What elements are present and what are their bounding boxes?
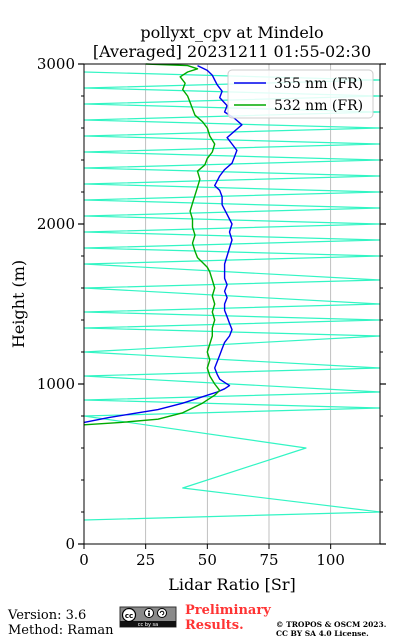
version-text: Version: 3.6 — [7, 608, 86, 623]
x-tick-label: 0 — [79, 551, 89, 569]
series-layer — [83, 63, 381, 521]
x-tick-label: 75 — [259, 551, 278, 569]
legend-label-532: 532 nm (FR) — [274, 98, 363, 114]
legend-label-355: 355 nm (FR) — [274, 76, 363, 92]
legend-box — [227, 69, 374, 119]
x-axis-label: Lidar Ratio [Sr] — [168, 575, 296, 594]
y-tick-label: 2000 — [37, 215, 75, 233]
x-tick-label: 100 — [316, 551, 345, 569]
preliminary-line2: Results. — [185, 618, 244, 633]
x-tick-label: 25 — [136, 551, 155, 569]
method-text: Method: Raman — [8, 623, 114, 638]
cc-license-badge: cc cc by sa — [119, 606, 177, 628]
grid-lines — [145, 64, 332, 544]
cc-icon — [121, 607, 137, 623]
y-axis-label: Height (m) — [9, 260, 28, 348]
y-tick-label: 0 — [65, 535, 75, 553]
legend: 355 nm (FR) 532 nm (FR) — [227, 69, 374, 119]
plot-frame — [83, 63, 381, 545]
series-line-2 — [83, 71, 381, 521]
share-alike-icon — [157, 608, 167, 618]
copyright-line2: CC BY SA 4.0 License. — [276, 629, 369, 638]
y-tick-label: 1000 — [37, 375, 75, 393]
series-line-1 — [83, 63, 221, 426]
copyright-line1: © TROPOS & OSCM 2023. — [276, 620, 386, 629]
x-tick-label: 50 — [198, 551, 217, 569]
y-tick-label: 3000 — [37, 55, 75, 73]
chart-title-line1: pollyxt_cpv at Mindelo — [140, 23, 323, 42]
cc-badge-text: cc by sa — [138, 622, 158, 628]
series-line-0 — [83, 64, 243, 424]
preliminary-line1: Preliminary — [185, 603, 271, 618]
chart-title-line2: [Averaged] 20231211 01:55-02:30 — [93, 42, 371, 61]
svg-text:cc: cc — [125, 612, 133, 620]
